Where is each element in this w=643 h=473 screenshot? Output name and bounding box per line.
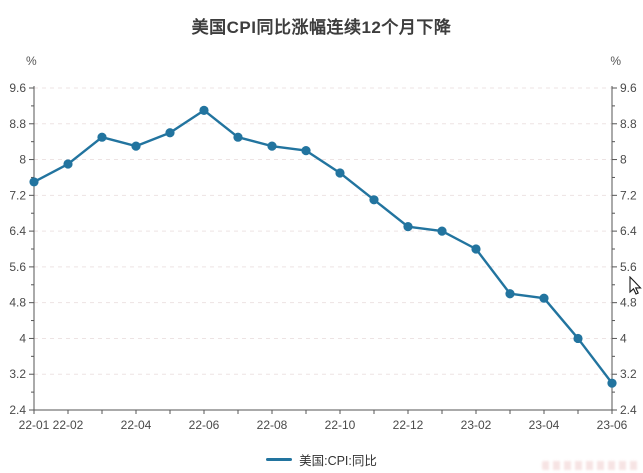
- data-point-marker: [471, 244, 481, 254]
- y-tick-label-left: 4.8: [9, 296, 26, 310]
- data-point-marker: [301, 146, 311, 156]
- y-tick-label-right: 4: [620, 331, 627, 345]
- data-point-marker: [573, 333, 583, 344]
- data-point-marker: [505, 289, 515, 299]
- data-point-marker: [233, 132, 243, 142]
- y-tick-label-left: 8: [19, 153, 26, 167]
- data-point-marker: [131, 141, 141, 151]
- data-point-marker: [369, 195, 379, 205]
- y-tick-label-left: 3.2: [9, 367, 26, 381]
- data-point-marker: [165, 128, 175, 138]
- chart-title: 美国CPI同比涨幅连续12个月下降: [191, 18, 452, 37]
- data-point-marker: [335, 168, 345, 178]
- data-point-marker: [437, 226, 447, 236]
- y-tick-label-left: 8.8: [9, 117, 26, 131]
- y-tick-label-right: 3.2: [620, 367, 637, 381]
- y-axis-unit-left: %: [26, 54, 37, 68]
- watermark-smudge: [542, 461, 640, 470]
- x-tick-label: 22-02: [53, 418, 84, 432]
- y-tick-label-right: 8: [620, 153, 627, 167]
- data-point-marker: [267, 141, 277, 151]
- y-tick-label-right: 4.8: [620, 296, 637, 310]
- x-tick-label: 22-01: [19, 418, 50, 432]
- mouse-cursor: [629, 276, 642, 295]
- y-tick-label-left: 2.4: [9, 403, 26, 417]
- y-tick-label-left: 5.6: [9, 260, 26, 274]
- data-point-marker: [63, 159, 73, 169]
- y-tick-label-left: 9.6: [9, 81, 26, 95]
- x-tick-label: 22-06: [189, 418, 220, 432]
- legend: 美国:CPI:同比: [0, 449, 643, 469]
- data-point-marker: [29, 177, 39, 187]
- y-tick-label-right: 6.4: [620, 224, 637, 238]
- x-tick-label: 23-04: [529, 418, 560, 432]
- y-tick-label-right: 5.6: [620, 260, 637, 274]
- data-point-marker: [607, 378, 617, 388]
- data-point-marker: [539, 293, 549, 303]
- x-tick-label: 23-02: [461, 418, 492, 432]
- x-tick-label: 22-10: [325, 418, 356, 432]
- x-tick-label: 22-04: [121, 418, 152, 432]
- data-point-marker: [403, 222, 413, 232]
- data-point-marker: [199, 105, 209, 115]
- legend-label: 美国:CPI:同比: [299, 453, 377, 468]
- y-axis-unit-right: %: [610, 54, 621, 68]
- y-tick-label-right: 8.8: [620, 117, 637, 131]
- y-tick-label-left: 6.4: [9, 224, 26, 238]
- y-tick-label-left: 4: [19, 331, 26, 345]
- x-tick-label: 23-06: [597, 418, 628, 432]
- x-tick-label: 22-08: [257, 418, 288, 432]
- cpi-series-line: [32, 109, 614, 385]
- y-tick-label-right: 9.6: [620, 81, 637, 95]
- legend-line-swatch: [266, 457, 293, 461]
- data-point-marker: [97, 132, 107, 142]
- y-tick-label-left: 7.2: [9, 188, 26, 202]
- y-tick-label-right: 2.4: [620, 403, 637, 417]
- x-tick-label: 22-12: [393, 418, 424, 432]
- y-tick-label-right: 7.2: [620, 188, 637, 202]
